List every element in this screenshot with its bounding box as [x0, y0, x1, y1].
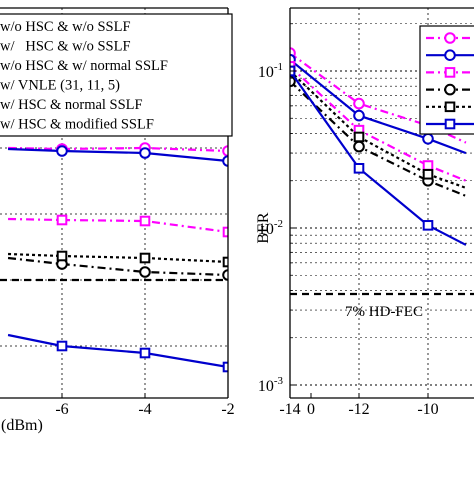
right-grid — [290, 8, 474, 398]
legend-entry-0: w/o HSC & w/o SSLF — [0, 19, 131, 35]
left-series — [7, 142, 316, 373]
left-xtick-label-0: -6 — [55, 401, 68, 418]
left-series-line-5 — [7, 333, 228, 369]
left-xtick-label-2: -2 — [221, 401, 234, 418]
right-xtick-label-2: -10 — [417, 401, 438, 418]
right-series-line-1 — [290, 58, 467, 155]
right-series-line-5 — [290, 70, 467, 246]
legend-entry-5: w/ HSC & modified SSLF — [0, 117, 154, 133]
left-point-3-2 — [139, 266, 151, 278]
right-point-4-2 — [422, 168, 434, 180]
left-panel: -6 -4 -2 0 (dBm) w/o HSC & w/o SSLF w/ HSC & w… — [0, 7, 316, 434]
left-point-2-4 — [307, 253, 316, 262]
right-series-line-3 — [290, 80, 467, 197]
right-xtick-label-1: -12 — [348, 401, 369, 418]
legend-entry-3: w/ VNLE (31, 11, 5) — [0, 78, 120, 94]
left-series-line-1 — [8, 147, 228, 163]
right-point-1-1 — [353, 109, 365, 122]
right-point-1-2 — [422, 132, 434, 145]
right-legend-marker-2 — [444, 67, 456, 78]
right-point-5-2 — [422, 220, 434, 231]
right-ytick-label-1: 10-2 — [258, 218, 283, 238]
left-xtick-label-3: 0 — [307, 401, 315, 418]
right-xtick-label-0: -14 — [279, 401, 300, 418]
right-point-2-2 — [422, 160, 434, 171]
right-series-line-0 — [290, 52, 467, 144]
right-legend — [419, 25, 474, 135]
right-series-line-2 — [290, 65, 467, 182]
right-legend-marker-3 — [444, 83, 456, 96]
right-point-5-1 — [353, 163, 365, 174]
left-point-5-1 — [56, 340, 68, 352]
left-x-axis-label: (dBm) — [1, 417, 43, 434]
left-point-1-4 — [306, 171, 316, 181]
left-point-5-2 — [139, 347, 151, 359]
right-point-4-1 — [353, 131, 365, 143]
left-point-4-1 — [56, 250, 68, 262]
right-legend-marker-4 — [444, 101, 456, 113]
legend-entry-1: w/ HSC & w/o SSLF — [0, 39, 131, 55]
left-point-2-2 — [139, 215, 151, 227]
left-point-1-1 — [56, 145, 68, 157]
legend-box — [0, 13, 233, 137]
right-legend-marker-5 — [444, 118, 456, 130]
legend-entry-4: w/ HSC & normal SSLF — [0, 97, 143, 113]
right-ytick-label-2: 10-3 — [258, 375, 284, 395]
legend: w/o HSC & w/o SSLF w/ HSC & w/o SSLF w/o H… — [0, 13, 233, 137]
legend-entry-2: w/o HSC & w/ normal SSLF — [0, 58, 168, 74]
left-point-3-4 — [306, 291, 316, 301]
right-threshold-label: 7% HD-FEC — [345, 304, 423, 320]
right-point-0-1 — [353, 97, 365, 110]
left-point-5-4 — [307, 361, 316, 370]
left-point-0-4 — [306, 160, 316, 170]
left-series-line-4 — [8, 252, 228, 264]
right-ytick-label-0: 10-1 — [258, 61, 283, 81]
right-panel: 7% HD-FEC -14 -12 -10 10-1 10-2 10-3 BER — [255, 7, 474, 418]
left-point-4-2 — [139, 252, 151, 264]
left-point-1-2 — [139, 147, 151, 159]
right-point-3-1 — [353, 140, 365, 153]
right-series-line-4 — [290, 70, 467, 189]
right-legend-box — [419, 25, 474, 135]
left-series-line-3 — [7, 256, 228, 277]
right-y-axis-label: BER — [255, 212, 272, 243]
left-point-4-4 — [307, 282, 316, 291]
left-xtick-label-1: -4 — [138, 401, 151, 418]
right-legend-marker-0 — [444, 32, 456, 44]
left-point-2-1 — [56, 214, 68, 226]
right-legend-marker-1 — [444, 49, 456, 62]
